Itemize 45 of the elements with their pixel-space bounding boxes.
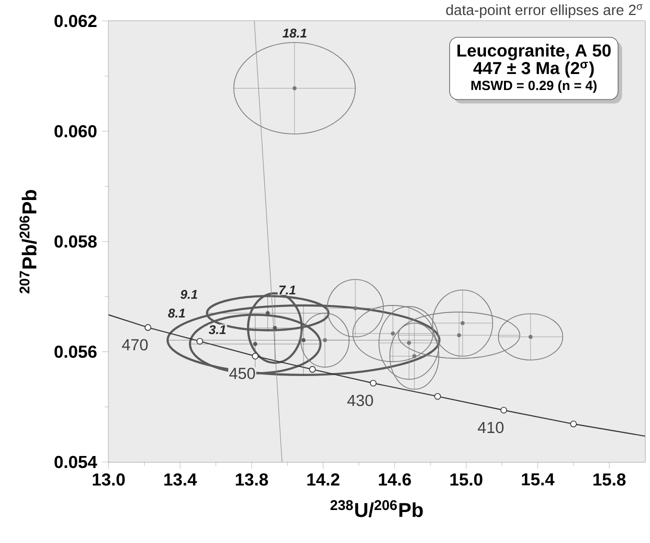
x-tick-label: 14.2 <box>307 473 340 486</box>
point <box>370 380 377 387</box>
point <box>500 406 508 414</box>
annotation: Leucogranite, A 50 <box>457 44 611 60</box>
point <box>406 340 411 345</box>
point <box>457 333 462 338</box>
point <box>412 354 416 358</box>
annotation: 470 <box>122 339 148 350</box>
y-tick-label: 0.054 <box>54 456 98 468</box>
annotation: 430 <box>347 394 373 406</box>
point <box>292 86 297 90</box>
point <box>196 338 204 345</box>
x-tick-label: 13.4 <box>164 473 197 486</box>
point <box>390 332 395 336</box>
y-tick-label: 0.056 <box>54 346 97 358</box>
annotation: 9.1 <box>180 290 198 299</box>
annotation: 8.1 <box>168 308 185 318</box>
point <box>252 352 259 360</box>
x-axis-title: $^{238}$U/$^{206}$Pb <box>330 500 423 518</box>
annotation: 3.1 <box>208 325 226 334</box>
x-tick-label: 13.0 <box>92 473 125 486</box>
annotation: 7.1 <box>279 286 296 294</box>
y-tick-label: 0.060 <box>54 125 97 138</box>
point <box>309 366 316 373</box>
x-tick-label: 14.6 <box>378 473 411 486</box>
annotation: 18.1 <box>282 28 306 38</box>
point <box>301 338 306 342</box>
point <box>434 393 441 400</box>
annotation: 450 <box>229 368 255 380</box>
text: data-point error ellipses are 2$^{σ}$ <box>446 4 643 18</box>
annotation: MSWD = 0.29 (n = 4) <box>471 80 597 93</box>
x-tick-label: 15.8 <box>593 473 626 486</box>
point <box>570 420 577 428</box>
point <box>253 342 258 346</box>
x-tick-label: 15.0 <box>450 473 482 486</box>
point <box>272 326 277 330</box>
x-tick-label: 13.8 <box>236 473 268 486</box>
y-tick-label: 0.062 <box>54 14 97 28</box>
annotation: 410 <box>478 422 504 434</box>
y-tick-label: 0.058 <box>54 235 97 248</box>
annotation: 447 ± 3 Ma (2$^{σ}$) <box>473 61 594 78</box>
x-tick-label: 15.4 <box>522 473 554 486</box>
point <box>528 334 533 339</box>
y-axis-title: $^{207}$Pb/$^{206}$Pb <box>20 190 37 294</box>
point <box>144 324 152 331</box>
